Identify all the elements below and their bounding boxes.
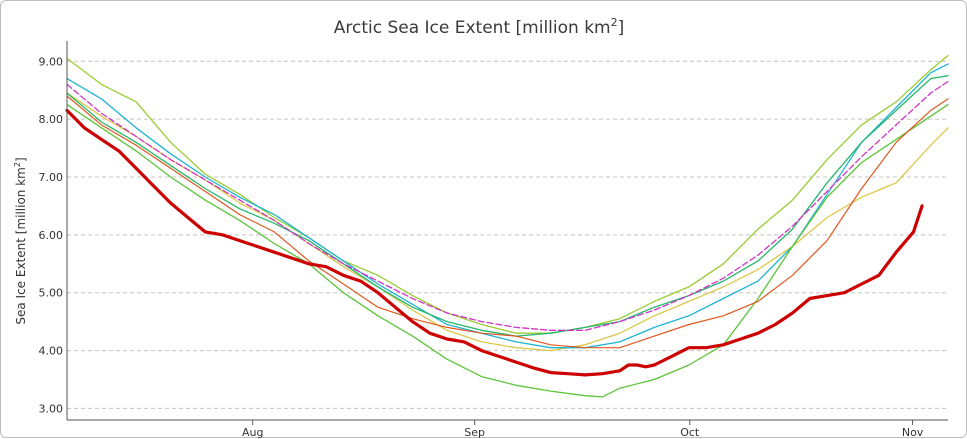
y-tick-label: 9.00	[39, 55, 64, 68]
y-tick-labels: 3.00 4.00 5.00 6.00 7.00 8.00 9.00	[39, 55, 64, 415]
series-line-2	[66, 92, 949, 352]
series-line-7	[66, 80, 949, 331]
series-line-5	[66, 103, 949, 398]
series-line-3	[66, 63, 949, 349]
gridlines	[67, 60, 948, 409]
x-tick-label: Aug	[242, 426, 263, 439]
series-line-6	[66, 95, 949, 349]
series-group	[65, 54, 949, 398]
x-tick-label: Nov	[902, 426, 924, 439]
y-tick-label: 3.00	[39, 402, 64, 415]
y-axis-label: Sea Ice Extent [million km2]	[13, 157, 28, 324]
y-tick-label: 6.00	[39, 229, 64, 242]
x-tick-label: Sep	[464, 426, 485, 439]
y-tick-label: 5.00	[39, 287, 64, 300]
y-tick-label: 4.00	[39, 345, 64, 358]
chart-title: Arctic Sea Ice Extent [million km2]	[334, 16, 625, 38]
x-tick-label: Oct	[680, 426, 700, 439]
series-line-8	[65, 108, 924, 377]
y-tick-label: 8.00	[39, 113, 64, 126]
series-line-1	[66, 54, 949, 334]
axes	[66, 41, 948, 425]
y-tick-label: 7.00	[39, 171, 64, 184]
x-tick-labels: Aug Sep Oct Nov	[242, 426, 924, 439]
